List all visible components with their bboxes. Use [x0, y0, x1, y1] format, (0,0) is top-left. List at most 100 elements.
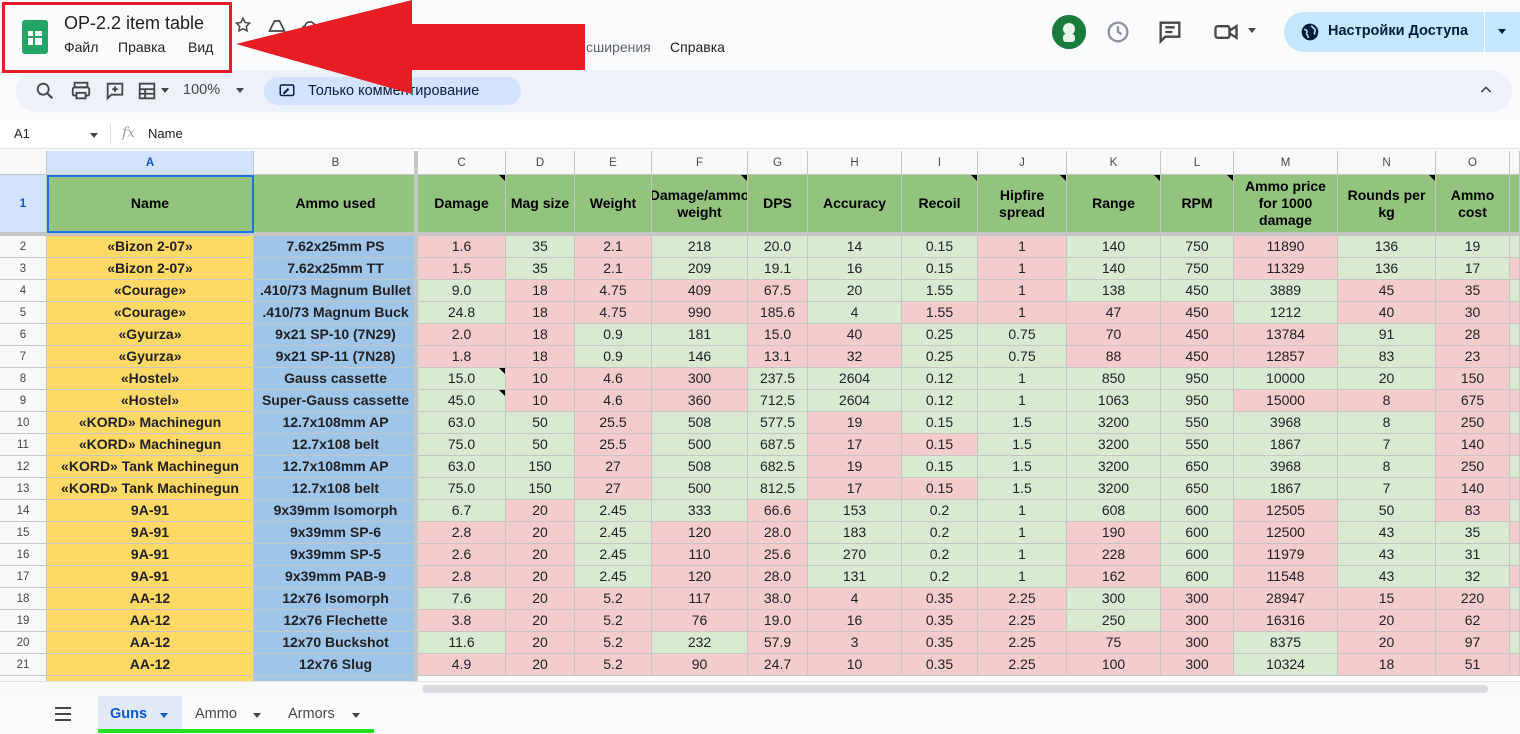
table-cell[interactable]: 88 [1067, 346, 1161, 368]
column-header-o[interactable]: O [1436, 151, 1510, 175]
table-cell[interactable]: 3.8 [418, 610, 506, 632]
table-cell[interactable]: 1.6 [418, 236, 506, 258]
row-header[interactable]: 4 [0, 280, 47, 302]
sheet-tab-dropdown-icon[interactable] [160, 713, 168, 718]
sheet-tab-dropdown-icon[interactable] [352, 713, 360, 718]
table-cell[interactable]: 10 [506, 368, 575, 390]
table-cell[interactable]: 1 [978, 368, 1067, 390]
table-cell[interactable]: 150 [506, 478, 575, 500]
table-cell[interactable]: 31 [1436, 544, 1510, 566]
table-cell[interactable]: 650 [1161, 478, 1234, 500]
table-cell[interactable]: 4.75 [575, 302, 652, 324]
collapse-menus-icon[interactable] [1478, 82, 1494, 98]
table-cell[interactable]: 8 [1338, 456, 1436, 478]
table-cell[interactable]: 15.0 [418, 368, 506, 390]
table-cell[interactable]: 3968 [1234, 456, 1338, 478]
table-cell[interactable]: 20 [506, 544, 575, 566]
table-cell[interactable]: 2.1 [575, 258, 652, 280]
table-cell[interactable]: 2.45 [575, 544, 652, 566]
table-cell[interactable]: 153 [808, 500, 902, 522]
table-cell[interactable]: 20 [1338, 368, 1436, 390]
zoom-dropdown-icon[interactable] [236, 88, 244, 93]
table-dropdown-icon[interactable] [161, 88, 169, 93]
gun-name-cell[interactable]: AA-12 [47, 632, 254, 654]
user-avatar[interactable] [1052, 15, 1086, 49]
row-header[interactable]: 14 [0, 500, 47, 522]
table-cell[interactable]: 950 [1161, 368, 1234, 390]
add-comment-icon[interactable] [104, 80, 126, 102]
comments-icon[interactable] [1156, 18, 1184, 46]
table-cell[interactable]: 232 [652, 632, 748, 654]
table-cell[interactable]: 0.2 [902, 544, 978, 566]
table-cell[interactable]: 1867 [1234, 434, 1338, 456]
table-header-cell[interactable]: Range [1067, 175, 1161, 233]
column-header-i[interactable]: I [902, 151, 978, 175]
table-cell[interactable]: 600 [1161, 500, 1234, 522]
table-cell[interactable]: 30 [1436, 302, 1510, 324]
table-cell[interactable]: 10 [808, 654, 902, 676]
table-cell[interactable] [1510, 346, 1520, 368]
table-header-cell[interactable]: DPS [748, 175, 808, 233]
table-cell[interactable]: 333 [652, 500, 748, 522]
table-cell[interactable]: 508 [652, 456, 748, 478]
row-header[interactable]: 7 [0, 346, 47, 368]
table-cell[interactable]: 75.0 [418, 478, 506, 500]
row-header[interactable]: 19 [0, 610, 47, 632]
table-cell[interactable]: 1 [978, 500, 1067, 522]
name-box[interactable]: A1 [14, 126, 30, 141]
row-header[interactable]: 5 [0, 302, 47, 324]
table-header-cell[interactable]: Ammo cost [1436, 175, 1510, 233]
table-header-cell[interactable]: Damage/ammo weight [652, 175, 748, 233]
table-cell[interactable]: 682.5 [748, 456, 808, 478]
table-cell[interactable]: 1.55 [902, 302, 978, 324]
table-cell[interactable]: 1 [978, 566, 1067, 588]
gun-name-cell[interactable]: «Bizon 2-07» [47, 258, 254, 280]
ammo-name-cell[interactable]: 12.7x108mm AP [254, 456, 418, 478]
table-cell[interactable]: 20 [506, 522, 575, 544]
table-cell[interactable]: 5.2 [575, 610, 652, 632]
table-header-cell[interactable]: Ammo used [254, 175, 418, 233]
table-cell[interactable]: 550 [1161, 412, 1234, 434]
ammo-name-cell[interactable]: 12x76 Flechette [254, 610, 418, 632]
gun-name-cell[interactable] [47, 676, 254, 681]
gun-name-cell[interactable]: 9A-91 [47, 566, 254, 588]
row-header[interactable]: 16 [0, 544, 47, 566]
gun-name-cell[interactable]: «Gyurza» [47, 346, 254, 368]
share-dropdown-icon[interactable] [1498, 29, 1506, 34]
table-cell[interactable] [1510, 434, 1520, 456]
table-cell[interactable]: 750 [1161, 236, 1234, 258]
table-cell[interactable]: 35 [1436, 522, 1510, 544]
table-cell[interactable]: 0.15 [902, 258, 978, 280]
ammo-name-cell[interactable]: 12.7x108mm AP [254, 412, 418, 434]
table-cell[interactable]: 23 [1436, 346, 1510, 368]
ammo-name-cell[interactable]: 9x21 SP-11 (7N28) [254, 346, 418, 368]
table-cell[interactable]: 38.0 [748, 588, 808, 610]
table-cell[interactable]: 117 [652, 588, 748, 610]
table-cell[interactable] [1510, 500, 1520, 522]
table-cell[interactable]: 140 [1067, 236, 1161, 258]
row-header[interactable]: 9 [0, 390, 47, 412]
table-cell[interactable]: 850 [1067, 368, 1161, 390]
table-cell[interactable]: 220 [1436, 588, 1510, 610]
menu-file[interactable]: Файл [64, 39, 99, 55]
table-cell[interactable]: 13784 [1234, 324, 1338, 346]
table-cell[interactable]: 0.9 [575, 324, 652, 346]
table-cell[interactable]: 83 [1436, 500, 1510, 522]
table-cell[interactable]: 0.15 [902, 236, 978, 258]
gun-name-cell[interactable]: «KORD» Machinegun [47, 412, 254, 434]
table-cell[interactable]: 1.5 [978, 478, 1067, 500]
table-cell[interactable]: 15.0 [748, 324, 808, 346]
table-cell[interactable]: 27 [575, 456, 652, 478]
table-cell[interactable]: 20 [506, 632, 575, 654]
table-cell[interactable]: 2.25 [978, 588, 1067, 610]
table-cell[interactable]: 17 [1436, 258, 1510, 280]
column-header-b[interactable]: B [254, 151, 418, 175]
sheet-tab-ammo[interactable]: Ammo [182, 696, 274, 733]
table-cell[interactable]: 43 [1338, 544, 1436, 566]
table-cell[interactable] [1510, 478, 1520, 500]
table-cell[interactable]: 0.35 [902, 610, 978, 632]
table-cell[interactable]: 15000 [1234, 390, 1338, 412]
table-cell[interactable]: 17 [808, 434, 902, 456]
table-cell[interactable]: 32 [1436, 566, 1510, 588]
table-cell[interactable]: 508 [652, 412, 748, 434]
